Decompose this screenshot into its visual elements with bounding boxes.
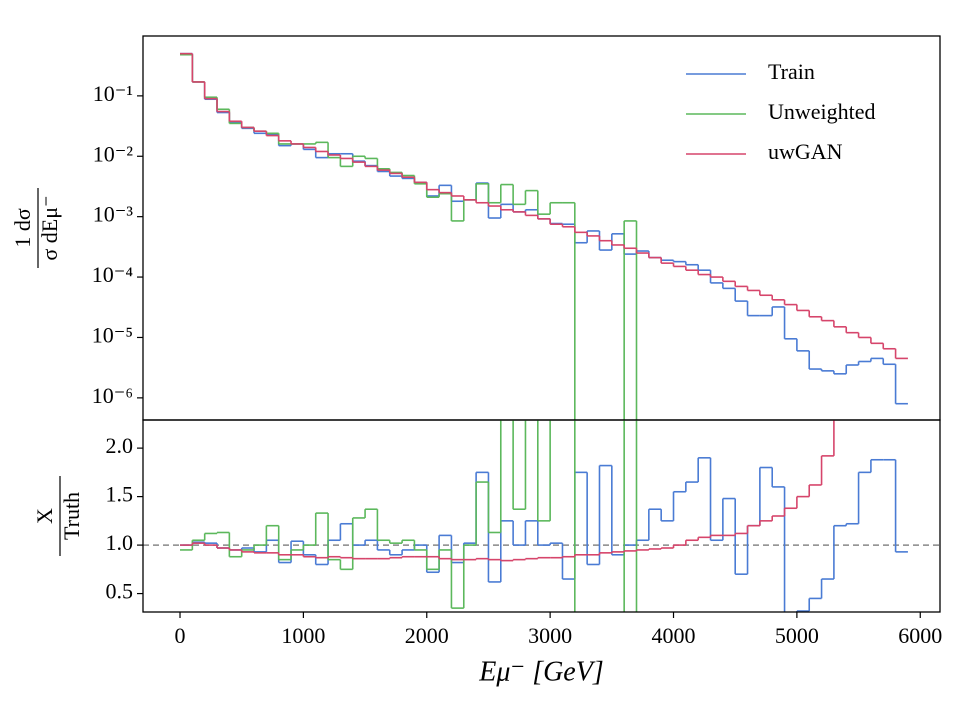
y-tick-label: 10⁻²: [93, 141, 134, 166]
axes-frame: [142, 419, 941, 613]
x-tick-label: 3000: [528, 623, 572, 648]
y-tick-label: 10⁻⁶: [92, 383, 133, 408]
x-tick-label: 4000: [652, 623, 696, 648]
y-tick-label: 10⁻⁵: [92, 323, 133, 348]
plot-area: [180, 52, 908, 420]
y-tick-label: 10⁻¹: [93, 81, 133, 106]
legend: Train Unweighted uwGAN: [686, 59, 876, 164]
x-tick-label: 2000: [405, 623, 449, 648]
legend-label: uwGAN: [768, 139, 843, 164]
y-tick-label: 1.5: [106, 482, 134, 507]
plot-area: [143, 420, 940, 612]
y-label-numerator: 1 dσ: [10, 208, 35, 248]
x-axis-label: Eμ⁻ [GeV]: [478, 656, 603, 687]
y-label-numerator: X: [32, 508, 57, 524]
axes-frame: [142, 35, 941, 421]
x-tick-label: 1000: [281, 623, 325, 648]
y-tick-label: 2.0: [106, 433, 134, 458]
y-label-denominator: σ dEμ⁻: [37, 195, 62, 260]
legend-label: Unweighted: [768, 99, 876, 124]
y-axis-label: 1 dσ σ dEμ⁻: [10, 188, 62, 268]
y-tick-label: 10⁻³: [93, 202, 134, 227]
x-tick-label: 0: [175, 623, 186, 648]
y-axis-label: X Truth: [32, 476, 84, 556]
y-tick-label: 1.0: [106, 530, 134, 555]
x-tick-label: 5000: [775, 623, 819, 648]
y-tick-label: 10⁻⁴: [92, 262, 134, 287]
y-tick-label: 0.5: [106, 579, 134, 604]
y-label-denominator: Truth: [59, 492, 84, 540]
legend-label: Train: [768, 59, 815, 84]
x-tick-label: 6000: [898, 623, 942, 648]
